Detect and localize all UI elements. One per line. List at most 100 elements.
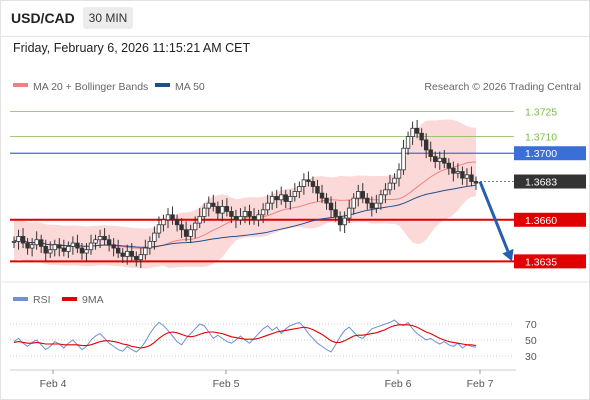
candle-body	[324, 197, 329, 204]
candle-body	[292, 191, 298, 197]
rsi-tick-label: 50	[525, 335, 537, 347]
candle-body	[333, 209, 338, 217]
candle-body	[392, 177, 397, 184]
candle-body	[419, 132, 424, 141]
rsi-ma-line	[13, 324, 477, 349]
candle-body	[337, 216, 343, 226]
candle-body	[188, 229, 193, 237]
candle-body	[38, 239, 44, 247]
candle-body	[147, 240, 153, 249]
candle-body	[202, 207, 207, 217]
candle-body	[442, 157, 447, 164]
candle-body	[111, 244, 116, 249]
candle-body	[306, 179, 311, 182]
candle-body	[428, 149, 433, 157]
candle-body	[170, 214, 175, 221]
candle-body	[405, 136, 411, 149]
candles-layer	[11, 119, 479, 269]
research-credit: Research © 2026 Trading Central	[424, 81, 581, 93]
candle-body	[102, 236, 107, 241]
rsi-lines-layer	[13, 319, 477, 353]
candle-body	[129, 250, 134, 257]
level-label-current: 1.3683	[525, 177, 557, 189]
ma20-legend-label: MA 20 + Bollinger Bands	[33, 81, 148, 93]
candle-body	[410, 127, 415, 137]
candle-body	[25, 242, 30, 249]
candle-body	[365, 197, 370, 204]
x-tick-label: Feb 7	[467, 378, 494, 390]
level-badge-pivot	[514, 146, 586, 161]
level-label-support: 1.3660	[525, 215, 557, 227]
x-tick-label: Feb 5	[213, 378, 240, 390]
candle-body	[48, 249, 53, 254]
x-axis: Feb 4 Feb 5 Feb 6 Feb 7	[40, 370, 494, 390]
candle-body	[125, 250, 130, 257]
candle-body	[274, 196, 279, 201]
candle-body	[215, 206, 221, 214]
rsi-tick-label: 30	[525, 351, 537, 363]
candle-body	[233, 216, 239, 221]
candle-body	[251, 216, 257, 221]
candle-body	[315, 186, 320, 194]
candle-body	[66, 245, 71, 252]
rsi-line	[13, 319, 477, 353]
candle-body	[161, 219, 166, 226]
forecast-arrow-shaft	[478, 180, 510, 252]
candle-body	[387, 182, 393, 191]
candle-body	[451, 167, 456, 174]
candle-body	[134, 255, 139, 261]
rsi-tick-label: 70	[525, 319, 537, 331]
candle-body	[469, 174, 474, 182]
candle-body	[16, 236, 21, 242]
candle-body	[464, 174, 470, 179]
rsi-legend-swatch	[13, 297, 28, 301]
rsi-grid: 70 50 30	[10, 319, 537, 363]
x-tick-label: Feb 4	[40, 378, 67, 390]
candle-body	[360, 191, 365, 199]
candle-body	[156, 224, 162, 234]
candle-body	[242, 211, 248, 217]
candle-body	[165, 214, 171, 221]
candle-body	[61, 247, 67, 252]
candle-body	[57, 244, 62, 249]
candle-body	[269, 196, 275, 204]
candle-body	[446, 162, 452, 169]
candle-body	[34, 239, 39, 246]
symbol-title: USD/CAD	[11, 10, 75, 26]
candle-body	[238, 216, 243, 221]
level-labels-layer: 1.3725 1.3710 1.3700 1.3683 1.3660 1.3635	[514, 107, 586, 269]
candle-body	[374, 202, 379, 209]
level-badge-support	[514, 254, 586, 269]
candle-body	[319, 192, 325, 199]
rsi-legend-label: RSI	[33, 294, 51, 306]
candle-body	[179, 224, 184, 231]
candle-body	[120, 252, 125, 257]
candle-body	[115, 247, 121, 254]
candle-body	[79, 247, 85, 254]
candle-body	[310, 181, 316, 187]
candle-body	[401, 147, 406, 171]
candle-body	[433, 156, 438, 162]
levels-layer	[10, 111, 514, 263]
x-tick-label: Feb 6	[385, 378, 412, 390]
candle-body	[43, 245, 48, 254]
candle-body	[224, 206, 230, 212]
candle-body	[88, 242, 94, 251]
candle-body	[346, 207, 352, 219]
candle-body	[247, 211, 252, 217]
candle-body	[106, 239, 112, 246]
candle-body	[301, 179, 307, 187]
level-label-pivot: 1.3700	[525, 148, 557, 160]
level-label-resistance: 1.3710	[525, 132, 557, 144]
candle-body	[328, 202, 334, 211]
candle-body	[378, 194, 384, 204]
ma50-legend-swatch	[155, 83, 170, 87]
candle-body	[279, 194, 284, 201]
candle-body	[265, 202, 270, 211]
candle-body	[383, 189, 388, 196]
candle-body	[473, 181, 479, 184]
candle-body	[342, 217, 347, 226]
candle-body	[437, 157, 442, 162]
timeframe-badge[interactable]: 30 MIN	[83, 7, 133, 29]
